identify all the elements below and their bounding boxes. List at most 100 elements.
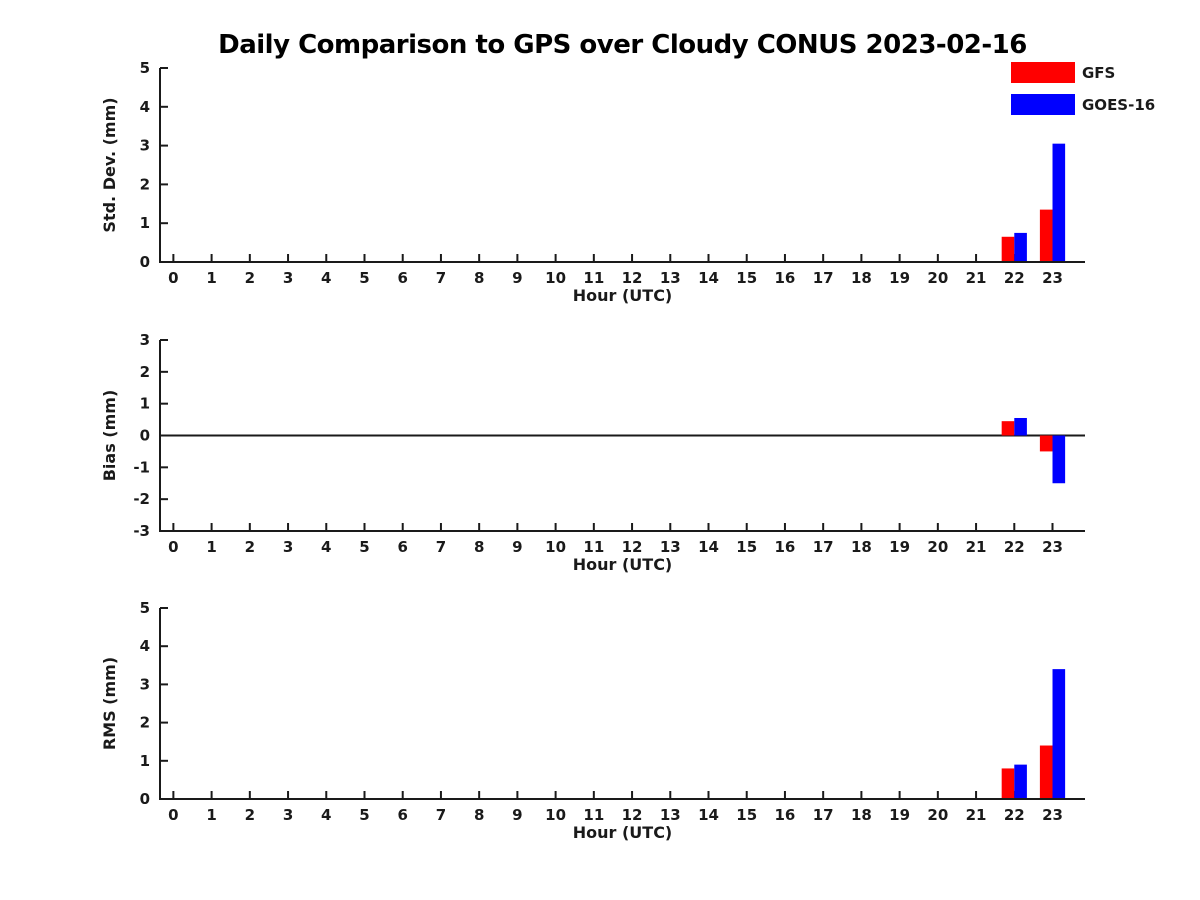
- bar-gfs-h22: [1001, 421, 1015, 436]
- y-tick-label-1: 1: [140, 214, 150, 232]
- x-tick-label-20: 20: [927, 538, 948, 556]
- x-tick-label-0: 0: [168, 538, 178, 556]
- x-tick-label-10: 10: [545, 538, 566, 556]
- bar-gfs-h23: [1039, 209, 1053, 262]
- x-tick-label-16: 16: [775, 806, 796, 824]
- legend-swatch-goes-16: [1011, 94, 1075, 115]
- x-tick-label-22: 22: [1004, 538, 1025, 556]
- x-tick-label-2: 2: [245, 538, 255, 556]
- bar-goes-16-h22: [1014, 417, 1027, 436]
- x-tick-label-14: 14: [698, 538, 719, 556]
- y-tick-label-3: 3: [140, 331, 150, 349]
- x-tick-label-5: 5: [359, 269, 369, 287]
- y-tick-label-0: 0: [140, 427, 150, 445]
- x-tick-label-21: 21: [966, 806, 987, 824]
- x-tick-label-20: 20: [927, 806, 948, 824]
- x-tick-label-9: 9: [512, 806, 522, 824]
- x-tick-label-7: 7: [436, 269, 446, 287]
- y-tick-label-0: 0: [140, 253, 150, 271]
- x-tick-label-19: 19: [889, 806, 910, 824]
- legend-label-goes-16: GOES-16: [1082, 96, 1155, 114]
- x-tick-label-20: 20: [927, 269, 948, 287]
- x-tick-label-11: 11: [583, 269, 604, 287]
- x-tick-label-12: 12: [622, 538, 643, 556]
- x-tick-label-8: 8: [474, 806, 484, 824]
- x-tick-label-7: 7: [436, 538, 446, 556]
- x-tick-label-5: 5: [359, 538, 369, 556]
- x-tick-label-21: 21: [966, 538, 987, 556]
- y-tick-label-2: 2: [140, 175, 150, 193]
- x-tick-label-14: 14: [698, 269, 719, 287]
- x-tick-label-16: 16: [775, 269, 796, 287]
- y-tick-label-1: 1: [140, 752, 150, 770]
- y-tick-label-3: 3: [140, 137, 150, 155]
- y-axis-label: Std. Dev. (mm): [100, 97, 119, 232]
- x-tick-label-2: 2: [245, 806, 255, 824]
- x-tick-label-6: 6: [397, 806, 407, 824]
- x-tick-label-12: 12: [622, 269, 643, 287]
- bar-goes-16-h23: [1052, 669, 1066, 799]
- x-tick-label-19: 19: [889, 269, 910, 287]
- legend-swatch-gfs: [1011, 62, 1075, 83]
- x-tick-label-14: 14: [698, 806, 719, 824]
- x-tick-label-9: 9: [512, 269, 522, 287]
- x-axis-label: Hour (UTC): [573, 286, 673, 305]
- x-tick-label-3: 3: [283, 538, 293, 556]
- x-tick-label-12: 12: [622, 806, 643, 824]
- y-tick-label-2: 2: [140, 714, 150, 732]
- x-tick-label-0: 0: [168, 269, 178, 287]
- x-tick-label-8: 8: [474, 269, 484, 287]
- x-tick-label-6: 6: [397, 538, 407, 556]
- x-tick-label-4: 4: [321, 538, 331, 556]
- x-tick-label-11: 11: [583, 806, 604, 824]
- y-tick-label--3: -3: [133, 522, 150, 540]
- x-axis-label: Hour (UTC): [573, 823, 673, 842]
- bar-goes-16-h23: [1052, 435, 1066, 484]
- x-tick-label-15: 15: [736, 269, 757, 287]
- y-axis-label: Bias (mm): [100, 390, 119, 482]
- y-tick-label-4: 4: [140, 98, 150, 116]
- x-tick-label-11: 11: [583, 538, 604, 556]
- x-tick-label-21: 21: [966, 269, 987, 287]
- x-tick-label-18: 18: [851, 806, 872, 824]
- x-tick-label-22: 22: [1004, 806, 1025, 824]
- x-tick-label-4: 4: [321, 269, 331, 287]
- x-tick-label-17: 17: [813, 538, 834, 556]
- y-tick-label-5: 5: [140, 599, 150, 617]
- y-tick-label-4: 4: [140, 637, 150, 655]
- y-tick-label-1: 1: [140, 395, 150, 413]
- x-tick-label-23: 23: [1042, 269, 1063, 287]
- y-tick-label--2: -2: [133, 490, 150, 508]
- x-tick-label-18: 18: [851, 269, 872, 287]
- bar-goes-16-h22: [1014, 232, 1027, 262]
- x-tick-label-13: 13: [660, 806, 681, 824]
- x-tick-label-15: 15: [736, 806, 757, 824]
- x-tick-label-1: 1: [206, 806, 216, 824]
- x-tick-label-0: 0: [168, 806, 178, 824]
- bar-gfs-h22: [1001, 768, 1015, 799]
- x-tick-label-9: 9: [512, 538, 522, 556]
- y-tick-label-0: 0: [140, 790, 150, 808]
- y-tick-label-3: 3: [140, 675, 150, 693]
- x-tick-label-13: 13: [660, 538, 681, 556]
- x-tick-label-10: 10: [545, 269, 566, 287]
- bar-gfs-h22: [1001, 236, 1015, 262]
- x-tick-label-15: 15: [736, 538, 757, 556]
- x-tick-label-2: 2: [245, 269, 255, 287]
- y-axis-label: RMS (mm): [100, 657, 119, 750]
- x-tick-label-22: 22: [1004, 269, 1025, 287]
- x-tick-label-6: 6: [397, 269, 407, 287]
- x-tick-label-4: 4: [321, 806, 331, 824]
- x-tick-label-3: 3: [283, 269, 293, 287]
- x-tick-label-3: 3: [283, 806, 293, 824]
- x-tick-label-17: 17: [813, 806, 834, 824]
- x-tick-label-18: 18: [851, 538, 872, 556]
- x-axis-label: Hour (UTC): [573, 555, 673, 574]
- x-tick-label-1: 1: [206, 538, 216, 556]
- legend-label-gfs: GFS: [1082, 64, 1115, 82]
- x-tick-label-16: 16: [775, 538, 796, 556]
- x-tick-label-10: 10: [545, 806, 566, 824]
- bar-gfs-h23: [1039, 745, 1053, 799]
